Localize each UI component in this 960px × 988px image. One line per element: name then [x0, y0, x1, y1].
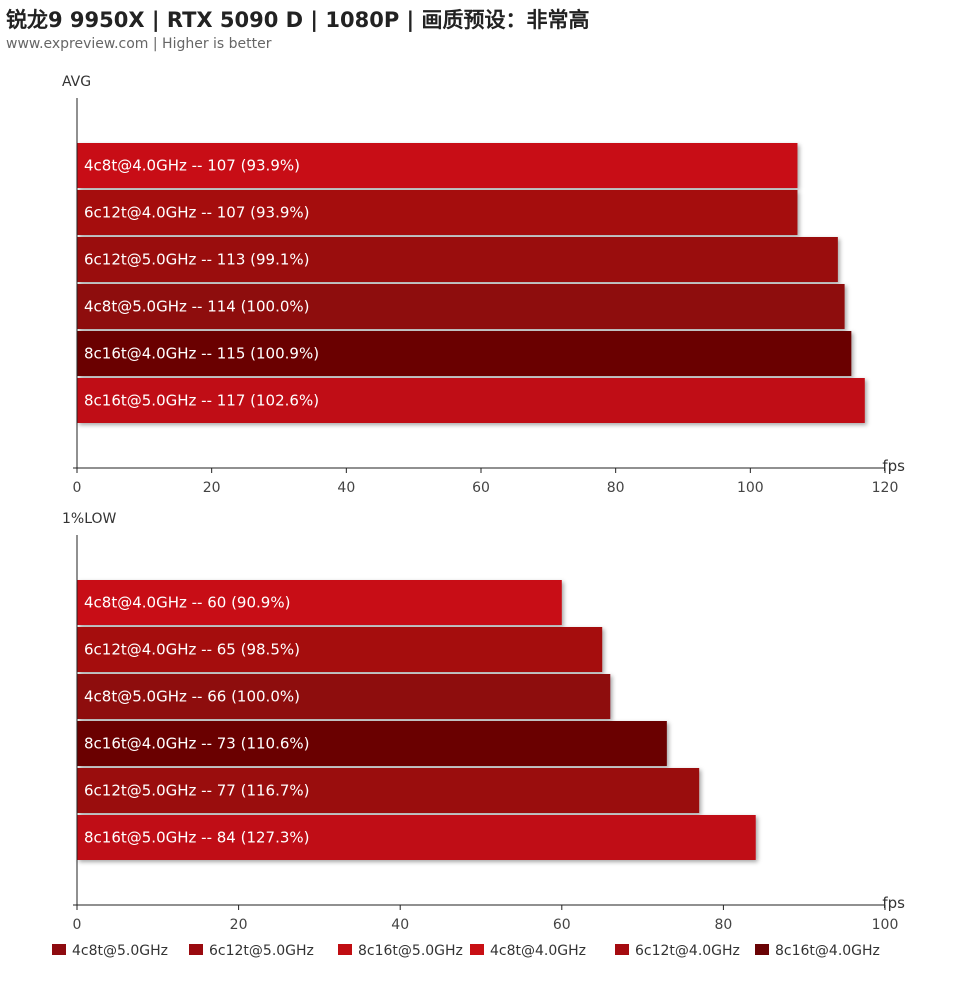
legend-label-4: 6c12t@4.0GHz: [635, 943, 740, 959]
x-tick-label-1-2: 40: [391, 917, 409, 933]
bar-0-5: [77, 378, 865, 423]
legend-swatch-0: [52, 944, 66, 955]
legend-swatch-3: [470, 944, 484, 955]
bar-label-1-0: 4c8t@4.0GHz -- 60 (90.9%): [84, 594, 290, 612]
bar-label-1-2: 4c8t@5.0GHz -- 66 (100.0%): [84, 688, 300, 706]
chart-title: 锐龙9 9950X | RTX 5090 D | 1080P | 画质预设：非常…: [6, 8, 590, 32]
bar-label-1-1: 6c12t@4.0GHz -- 65 (98.5%): [84, 641, 300, 659]
x-tick-label-1-4: 80: [714, 917, 732, 933]
legend-label-5: 8c16t@4.0GHz: [775, 943, 880, 959]
x-tick-label-0-4: 80: [607, 480, 625, 496]
x-tick-label-1-1: 20: [230, 917, 248, 933]
legend-label-1: 6c12t@5.0GHz: [209, 943, 314, 959]
legend-label-2: 8c16t@5.0GHz: [358, 943, 463, 959]
bar-label-0-0: 4c8t@4.0GHz -- 107 (93.9%): [84, 157, 300, 175]
x-tick-label-0-1: 20: [203, 480, 221, 496]
bar-label-1-4: 6c12t@5.0GHz -- 77 (116.7%): [84, 782, 310, 800]
x-unit-1: fps: [882, 894, 905, 912]
bar-label-0-3: 4c8t@5.0GHz -- 114 (100.0%): [84, 298, 310, 316]
legend-swatch-4: [615, 944, 629, 955]
legend-swatch-2: [338, 944, 352, 955]
legend-swatch-1: [189, 944, 203, 955]
bar-1-2: [77, 674, 611, 719]
legend-label-3: 4c8t@4.0GHz: [490, 943, 586, 959]
panel-title-1: 1%LOW: [62, 511, 117, 527]
chart-subtitle: www.expreview.com | Higher is better: [6, 36, 272, 52]
x-tick-label-0-0: 0: [73, 480, 82, 496]
bar-1-5: [77, 815, 756, 860]
x-tick-label-1-0: 0: [73, 917, 82, 933]
x-tick-label-0-2: 40: [337, 480, 355, 496]
bar-0-2: [77, 237, 838, 282]
bar-label-1-3: 8c16t@4.0GHz -- 73 (110.6%): [84, 735, 310, 753]
bar-0-0: [77, 143, 798, 188]
x-tick-label-0-6: 120: [872, 480, 899, 496]
bar-1-0: [77, 580, 562, 625]
bar-label-0-4: 8c16t@4.0GHz -- 115 (100.9%): [84, 345, 319, 363]
bar-label-0-5: 8c16t@5.0GHz -- 117 (102.6%): [84, 392, 319, 410]
x-unit-0: fps: [882, 457, 905, 475]
bar-0-1: [77, 190, 798, 235]
bar-1-4: [77, 768, 700, 813]
bar-label-0-2: 6c12t@5.0GHz -- 113 (99.1%): [84, 251, 310, 269]
bar-0-4: [77, 331, 852, 376]
panel-title-0: AVG: [62, 74, 91, 90]
x-tick-label-1-3: 60: [553, 917, 571, 933]
x-tick-label-0-3: 60: [472, 480, 490, 496]
legend-swatch-5: [755, 944, 769, 955]
x-tick-label-1-5: 100: [872, 917, 899, 933]
legend-label-0: 4c8t@5.0GHz: [72, 943, 168, 959]
bar-0-3: [77, 284, 845, 329]
bar-1-3: [77, 721, 667, 766]
x-tick-label-0-5: 100: [737, 480, 764, 496]
bar-label-0-1: 6c12t@4.0GHz -- 107 (93.9%): [84, 204, 310, 222]
bar-label-1-5: 8c16t@5.0GHz -- 84 (127.3%): [84, 829, 310, 847]
bar-1-1: [77, 627, 603, 672]
